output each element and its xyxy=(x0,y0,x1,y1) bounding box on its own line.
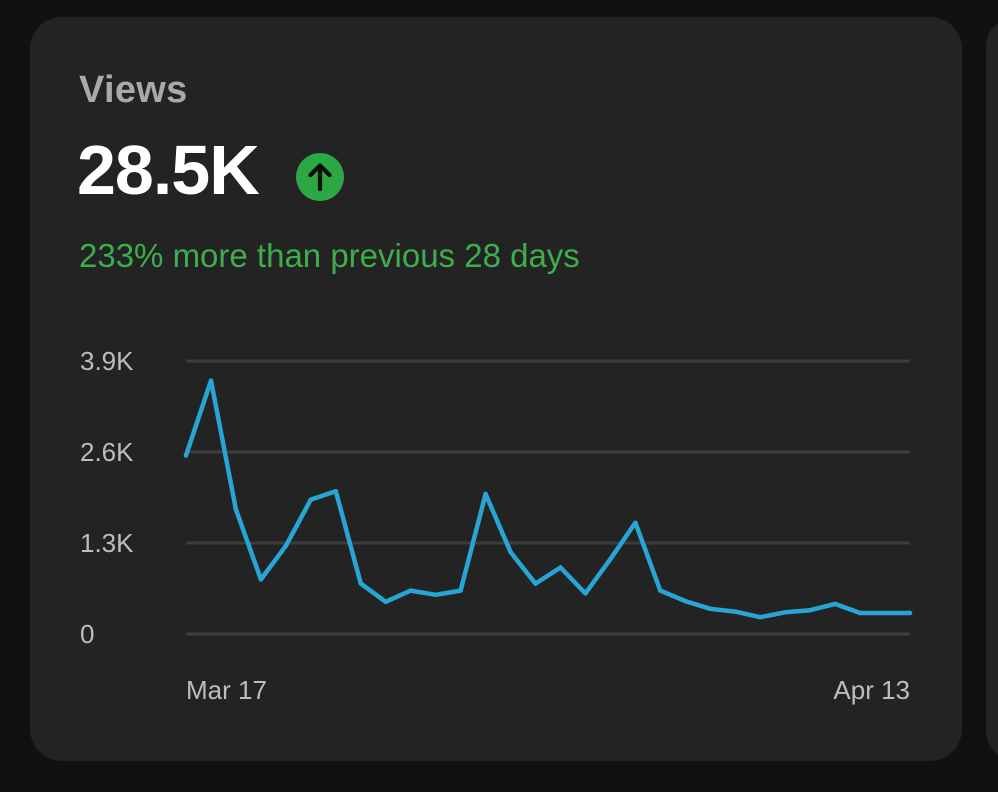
data-point xyxy=(258,577,264,582)
data-point xyxy=(358,581,363,586)
series-layer xyxy=(183,378,913,620)
data-point xyxy=(408,588,413,593)
x-tick-label: Apr 13 xyxy=(833,675,910,705)
data-point xyxy=(807,608,813,613)
data-point xyxy=(458,588,463,593)
data-point xyxy=(383,599,388,604)
data-point xyxy=(583,591,588,596)
data-point xyxy=(783,610,788,615)
data-point xyxy=(208,378,214,383)
data-point xyxy=(183,453,189,458)
data-point xyxy=(683,598,688,604)
data-point xyxy=(433,592,438,597)
data-point xyxy=(857,610,863,616)
y-tick-label: 1.3K xyxy=(80,528,134,558)
views-card[interactable]: Views 28.5K 233% more than previous 28 d… xyxy=(30,17,962,761)
y-tick-labels: 0 1.3K 2.6K 3.9K xyxy=(80,346,134,649)
data-point xyxy=(733,609,738,614)
data-point xyxy=(483,491,488,497)
data-point xyxy=(658,588,663,593)
data-points xyxy=(183,378,913,620)
data-point xyxy=(708,606,713,611)
data-point xyxy=(233,507,239,512)
views-total: 28.5K xyxy=(77,131,260,209)
views-line-chart: 0 1.3K 2.6K 3.9K Mar 17 Apr 13 xyxy=(80,346,913,705)
data-point xyxy=(907,610,913,616)
data-point xyxy=(283,543,289,548)
data-point xyxy=(608,556,613,562)
card-title: Views xyxy=(79,69,188,111)
data-point xyxy=(758,615,763,620)
y-tick-label: 2.6K xyxy=(80,437,134,467)
x-tick-labels: Mar 17 Apr 13 xyxy=(186,675,910,705)
y-tick-label: 0 xyxy=(80,619,94,649)
arrow-up-icon xyxy=(296,153,344,201)
data-point xyxy=(508,549,513,555)
data-point xyxy=(882,610,888,616)
series-line xyxy=(183,378,913,620)
y-tick-label: 3.9K xyxy=(80,346,134,376)
data-point xyxy=(832,601,838,607)
x-tick-label: Mar 17 xyxy=(186,675,267,705)
next-card-edge[interactable] xyxy=(986,17,998,761)
data-point xyxy=(558,565,563,570)
data-point xyxy=(533,581,538,586)
data-point xyxy=(333,489,338,494)
delta-text: 233% more than previous 28 days xyxy=(79,237,580,274)
data-point xyxy=(633,520,638,525)
data-point xyxy=(308,497,313,502)
grid-lines xyxy=(186,359,910,636)
